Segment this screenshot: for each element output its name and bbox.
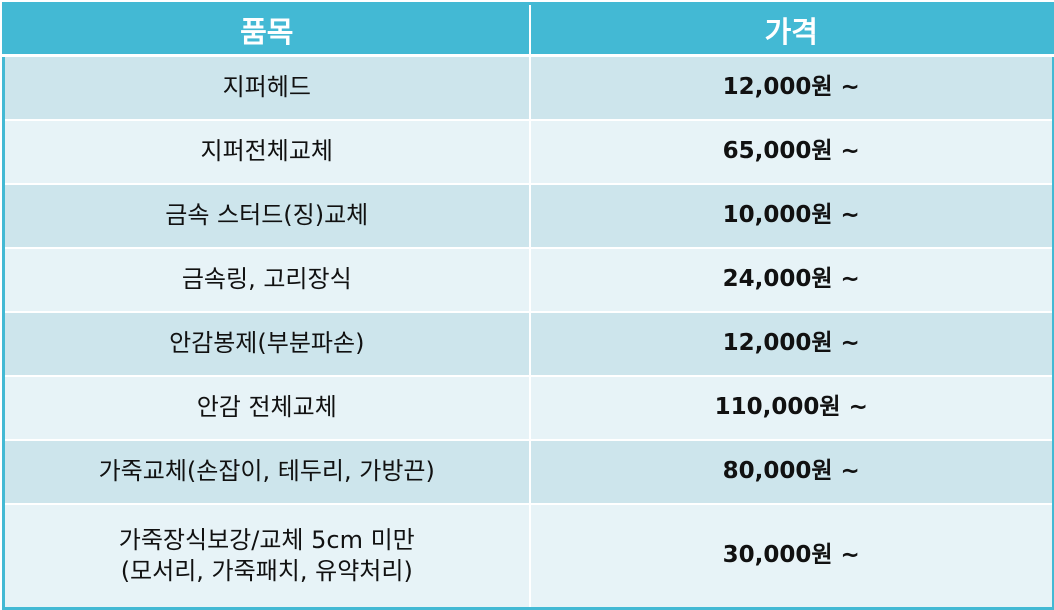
price-cell: 30,000원 ~ [529, 504, 1054, 609]
table-row: 가죽장식보강/교체 5cm 미만 (모서리, 가죽패치, 유약처리) 30,00… [3, 504, 1054, 609]
item-cell: 지퍼헤드 [3, 55, 531, 121]
price-cell: 12,000원 ~ [529, 312, 1054, 377]
item-cell: 안감 전체교체 [3, 376, 531, 441]
price-cell: 110,000원 ~ [529, 376, 1054, 441]
header-price: 가격 [529, 3, 1054, 57]
price-cell: 24,000원 ~ [529, 248, 1054, 313]
item-name: 가죽교체(손잡이, 테두리, 가방끈) [98, 457, 435, 486]
item-name: 안감 전체교체 [196, 393, 337, 422]
table-row: 안감 전체교체 110,000원 ~ [3, 376, 1054, 441]
table-header: 품목 가격 [3, 3, 1054, 57]
item-name: 안감봉제(부분파손) [169, 329, 365, 358]
item-name: 금속 스터드(징)교체 [165, 201, 369, 230]
item-name: 금속링, 고리장식 [181, 265, 352, 294]
item-cell: 가죽장식보강/교체 5cm 미만 (모서리, 가죽패치, 유약처리) [3, 504, 531, 609]
price-cell: 80,000원 ~ [529, 440, 1054, 505]
item-name: 지퍼전체교체 [200, 137, 333, 166]
item-cell: 지퍼전체교체 [3, 120, 531, 185]
item-cell: 안감봉제(부분파손) [3, 312, 531, 377]
item-cell: 금속 스터드(징)교체 [3, 184, 531, 249]
item-cell: 가죽교체(손잡이, 테두리, 가방끈) [3, 440, 531, 505]
table-row: 금속링, 고리장식 24,000원 ~ [3, 248, 1054, 313]
table-row: 안감봉제(부분파손) 12,000원 ~ [3, 312, 1054, 377]
header-row: 품목 가격 [3, 3, 1054, 57]
item-cell: 금속링, 고리장식 [3, 248, 531, 313]
price-cell: 12,000원 ~ [529, 55, 1054, 121]
item-detail: (모서리, 가죽패치, 유약처리) [120, 557, 413, 585]
table-row: 지퍼헤드 12,000원 ~ [3, 55, 1054, 121]
header-item: 품목 [3, 3, 531, 57]
price-cell: 65,000원 ~ [529, 120, 1054, 185]
item-name: 지퍼헤드 [222, 73, 311, 102]
price-cell: 10,000원 ~ [529, 184, 1054, 249]
item-name: 가죽장식보강/교체 5cm 미만 [118, 525, 415, 554]
table-row: 가죽교체(손잡이, 테두리, 가방끈) 80,000원 ~ [3, 440, 1054, 505]
table-row: 지퍼전체교체 65,000원 ~ [3, 120, 1054, 185]
table-row: 금속 스터드(징)교체 10,000원 ~ [3, 184, 1054, 249]
table-body: 지퍼헤드 12,000원 ~ 지퍼전체교체 65,000원 ~ 금속 스터드(징… [3, 55, 1054, 609]
